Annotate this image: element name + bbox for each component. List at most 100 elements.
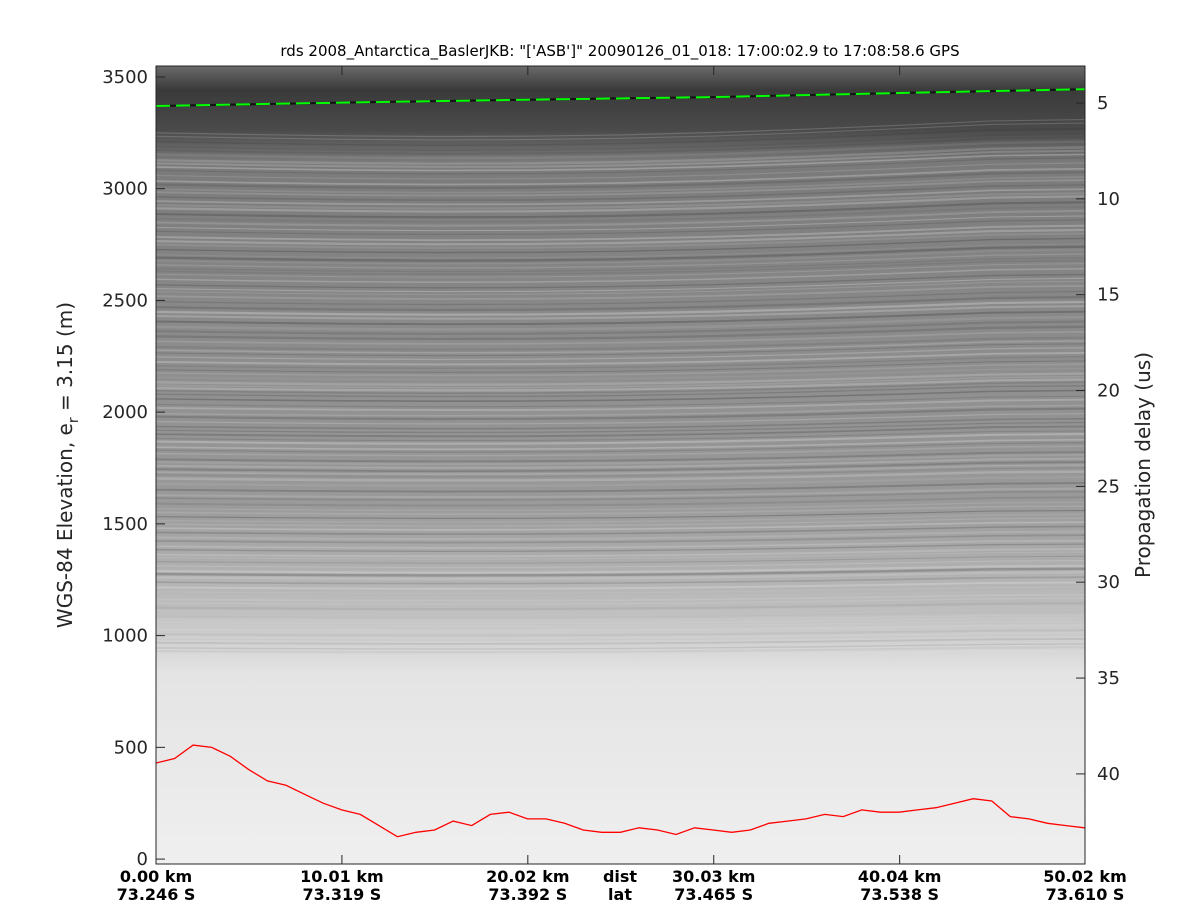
y-left-tick-label: 1000 (102, 626, 148, 647)
y-right-tick-label: 35 (1097, 668, 1120, 689)
internal-layer (156, 616, 1085, 625)
internal-layer (156, 140, 1085, 160)
y-right-tick-label: 10 (1097, 189, 1120, 210)
internal-layer (156, 534, 1085, 544)
internal-layer (156, 277, 1085, 293)
y-left-tick-label: 1500 (102, 514, 148, 535)
internal-layer (156, 209, 1085, 227)
x-tick-label-lat: 73.246 S (117, 885, 196, 900)
internal-layer (156, 643, 1085, 650)
x-tick-label-lat: 73.465 S (674, 885, 753, 900)
internal-layer (156, 127, 1085, 147)
internal-layer (156, 201, 1085, 219)
plot-frame (155, 65, 1086, 865)
internal-layer (156, 360, 1085, 373)
internal-layer (156, 581, 1085, 590)
internal-layer (156, 521, 1085, 531)
internal-layer (156, 375, 1085, 389)
x-tick-label-dist: 0.00 km (120, 867, 192, 886)
internal-layer (156, 539, 1085, 549)
internal-layer (156, 122, 1085, 141)
internal-layer (156, 482, 1085, 493)
y-left-tick-label: 500 (114, 737, 148, 758)
internal-layer (156, 280, 1085, 296)
internal-layer (156, 192, 1085, 210)
internal-layer (156, 501, 1085, 511)
internal-layer (156, 421, 1085, 433)
internal-layer (156, 513, 1085, 523)
internal-layer (156, 614, 1085, 622)
internal-layer (156, 530, 1085, 541)
internal-layer (156, 153, 1085, 172)
x-tick-label-lat: 73.392 S (488, 885, 567, 900)
internal-layer (156, 224, 1085, 242)
internal-layer (156, 343, 1085, 357)
internal-layer (156, 157, 1085, 175)
internal-layer (156, 149, 1085, 168)
internal-layer (156, 330, 1085, 345)
internal-layer (156, 487, 1085, 499)
internal-layer (156, 467, 1085, 478)
internal-layer (156, 351, 1085, 366)
internal-layer (156, 646, 1085, 654)
internal-layer (156, 162, 1085, 180)
internal-layer (156, 461, 1085, 473)
internal-layer (156, 184, 1085, 202)
internal-layer (156, 195, 1085, 213)
internal-layer (156, 232, 1085, 249)
internal-layer (156, 206, 1085, 223)
y-left-tick-label: 3000 (102, 179, 148, 200)
internal-layer (156, 367, 1085, 381)
internal-layer (156, 425, 1085, 438)
internal-layer (156, 133, 1085, 152)
internal-layer (156, 650, 1085, 657)
internal-layer (156, 438, 1085, 451)
internal-layer (156, 576, 1085, 585)
y-axis-left-label: WGS-84 Elevation, er = 3.15 (m) (53, 302, 82, 628)
y-left-tick-label: 3500 (102, 67, 148, 88)
chart-title: rds 2008_Antarctica_BaslerJKB: "['ASB']"… (280, 42, 959, 61)
internal-layer (156, 237, 1085, 254)
internal-layer (156, 259, 1085, 276)
internal-layer (156, 372, 1085, 386)
internal-layer (156, 305, 1085, 320)
internal-layer (156, 284, 1085, 300)
x-tick-label-lat: 73.610 S (1046, 885, 1125, 900)
internal-layer (156, 171, 1085, 189)
y-right-tick-label: 25 (1097, 476, 1120, 497)
internal-layer (156, 136, 1085, 155)
internal-layer (156, 176, 1085, 194)
internal-layer (156, 505, 1085, 515)
internal-layer (156, 620, 1085, 627)
internal-layer (156, 381, 1085, 394)
x-tick-label-dist: 10.01 km (300, 867, 384, 886)
internal-layer (156, 490, 1085, 501)
internal-layer (156, 404, 1085, 417)
internal-layer (156, 188, 1085, 206)
internal-layer (156, 219, 1085, 235)
internal-layer (156, 624, 1085, 632)
internal-layer (156, 571, 1085, 580)
internal-layer (156, 395, 1085, 408)
internal-layer (156, 228, 1085, 246)
internal-layer (156, 432, 1085, 445)
internal-layer (156, 475, 1085, 487)
internal-layer (156, 273, 1085, 289)
internal-layer (156, 525, 1085, 535)
internal-layer (156, 602, 1085, 611)
internal-layer (156, 470, 1085, 482)
x-tick-label-dist: 40.04 km (858, 867, 942, 886)
y-left-tick-label: 0 (137, 849, 148, 870)
y-right-tick-label: 15 (1097, 285, 1120, 306)
internal-layer (156, 593, 1085, 602)
internal-layer (156, 560, 1085, 568)
internal-layer (156, 451, 1085, 463)
x-tick-label-dist: 20.02 km (486, 867, 570, 886)
internal-layer (156, 586, 1085, 594)
internal-layer (156, 637, 1085, 645)
internal-layer (156, 167, 1085, 186)
internal-layer (156, 555, 1085, 564)
internal-layer (156, 385, 1085, 398)
internal-layer (156, 496, 1085, 507)
x-row-label-lat: lat (608, 885, 632, 900)
